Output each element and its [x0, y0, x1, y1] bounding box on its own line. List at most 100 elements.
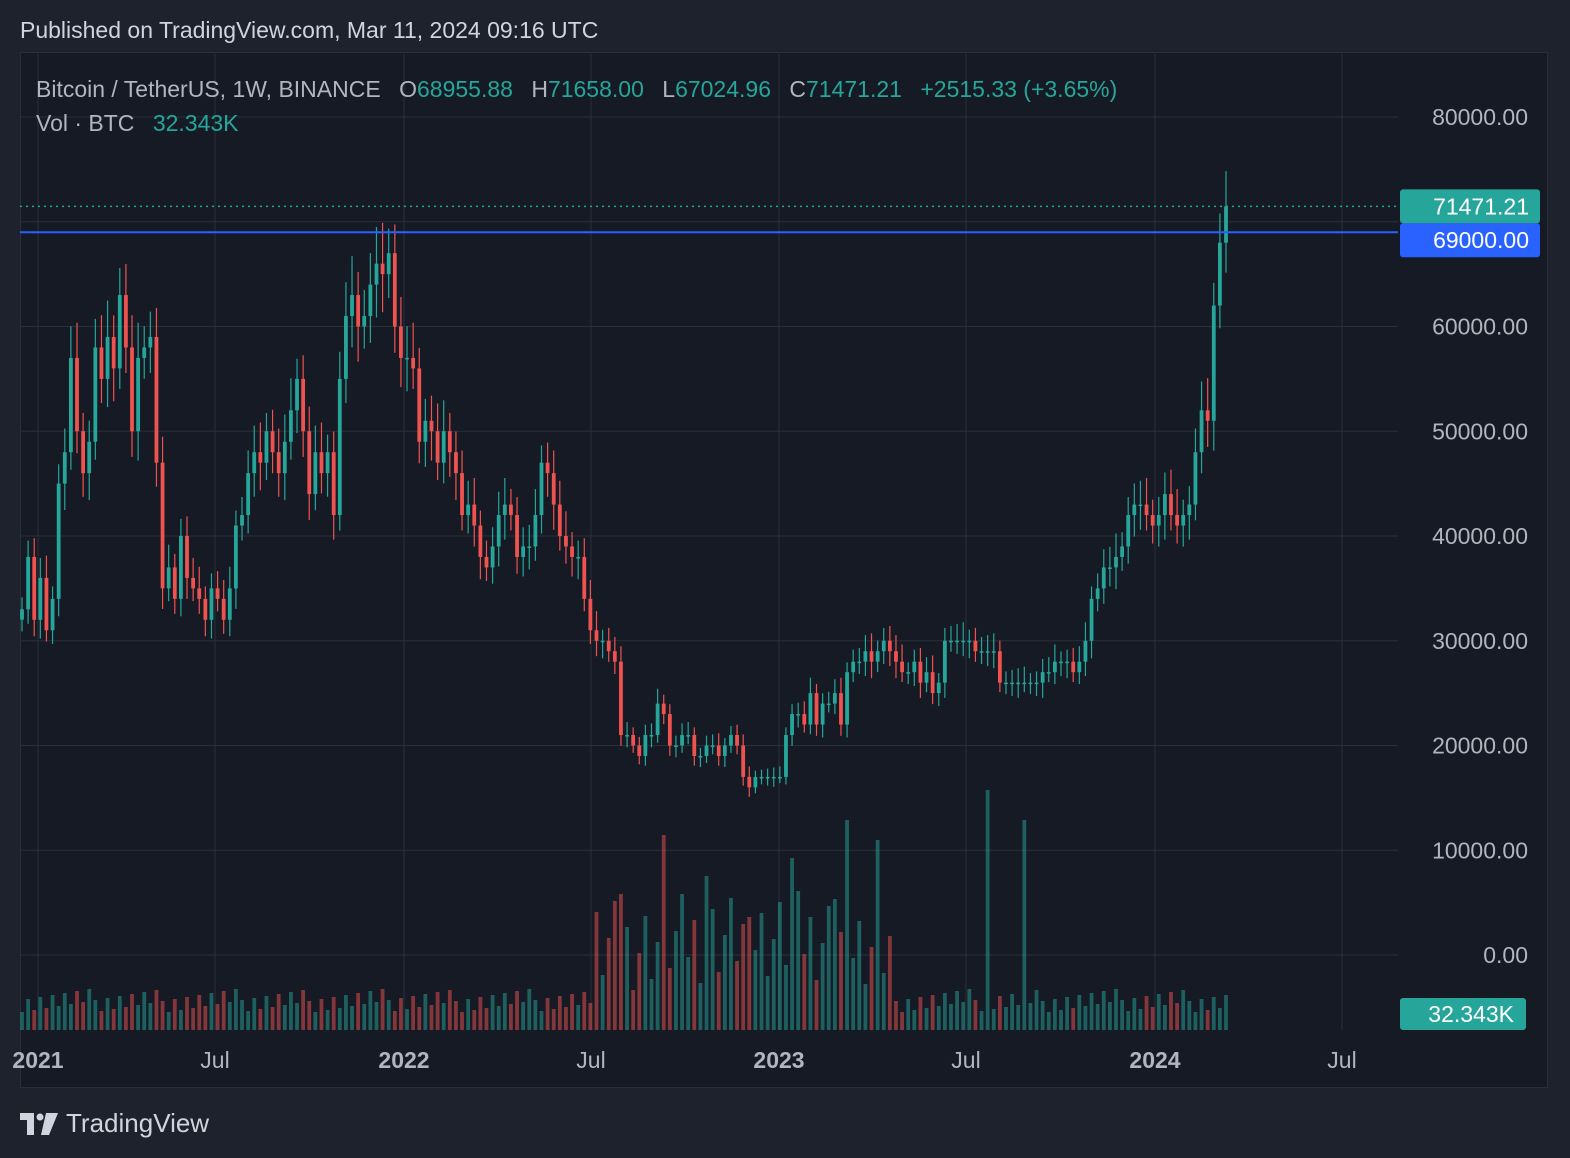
candle-body [1095, 588, 1100, 599]
volume-bar [117, 996, 122, 1030]
volume-bar [301, 990, 306, 1030]
volume-bar [680, 894, 684, 1030]
volume-bar [692, 920, 697, 1030]
volume-bar [796, 891, 801, 1030]
candle-body [380, 263, 385, 275]
volume-bar [1144, 996, 1149, 1030]
volume-bar [655, 942, 660, 1030]
candle-body [221, 598, 226, 620]
volume-bar [869, 947, 874, 1030]
volume-bar [295, 1003, 299, 1030]
candle-body [545, 462, 550, 474]
volume-bar [136, 1005, 141, 1030]
volume-bar [698, 983, 703, 1030]
candle-body [1211, 305, 1216, 421]
volume-bar [472, 1010, 477, 1030]
candle-body [1187, 504, 1192, 516]
candle-body [796, 714, 801, 716]
candle-body [655, 703, 660, 736]
volume-bar [753, 950, 758, 1030]
volume-bar [1083, 1006, 1088, 1030]
tradingview-brand[interactable]: TradingView [20, 1108, 209, 1139]
close-label: C [789, 76, 807, 102]
candle-body [509, 504, 513, 516]
candle-body [1028, 682, 1033, 685]
price-tick-label: 50000.00 [1432, 418, 1528, 444]
volume-bar [887, 936, 892, 1030]
candle-body [282, 441, 287, 474]
volume-bar [729, 898, 733, 1030]
volume-bar [423, 994, 428, 1030]
candle-body [735, 735, 739, 746]
volume-bar [246, 1011, 251, 1030]
volume-bar [1107, 1002, 1112, 1030]
candle-body [667, 714, 672, 746]
volume-bar [667, 968, 672, 1030]
candle-body [1205, 410, 1210, 421]
candle-body [429, 420, 434, 432]
volume-bar [62, 993, 67, 1030]
volume-bar [1162, 1005, 1167, 1030]
volume-bar [264, 996, 269, 1030]
candle-body [906, 672, 911, 674]
volume-bar [350, 1006, 354, 1030]
time-tick-label: Jul [200, 1047, 229, 1073]
candle-body [117, 295, 122, 369]
candle-body [368, 284, 373, 317]
volume-bar [661, 835, 666, 1030]
volume-bar [68, 1004, 73, 1030]
candle-body [1132, 504, 1137, 516]
candle-body [227, 588, 232, 620]
time-tick-label: Jul [576, 1047, 605, 1073]
volume-bar [790, 858, 794, 1030]
volume-bar [606, 938, 611, 1030]
candle-body [942, 640, 947, 683]
volume-bar [105, 998, 110, 1030]
candle-body [1040, 672, 1045, 683]
volume-bar [56, 1006, 61, 1030]
candle-body [1077, 661, 1082, 673]
close-value: 71471.21 [806, 76, 902, 102]
volume-bar [411, 996, 416, 1030]
candle-body [399, 326, 403, 358]
volume-bar [820, 943, 825, 1030]
volume-bar [930, 995, 935, 1030]
candle-body [356, 295, 361, 327]
volume-bar [515, 991, 519, 1030]
volume-bar [936, 1006, 941, 1030]
candle-body [130, 347, 134, 432]
candle-body [533, 515, 538, 547]
volume-bar [924, 1008, 929, 1030]
candle-body [1150, 515, 1155, 526]
volume-bar [747, 917, 752, 1030]
candle-body [50, 598, 55, 631]
volume-bar [502, 993, 507, 1030]
candle-body [502, 504, 507, 516]
candle-body [160, 462, 165, 589]
candle-body [1065, 661, 1069, 664]
open-value: 68955.88 [416, 76, 513, 102]
volume-bar [252, 998, 257, 1030]
volume-bar [674, 931, 678, 1030]
volume-bar [313, 1012, 318, 1030]
volume-bar [1138, 1009, 1143, 1030]
time-tick-label: 2021 [12, 1047, 63, 1073]
volume-bar [1065, 997, 1069, 1030]
volume-bar [845, 820, 849, 1030]
candle-body [350, 295, 354, 317]
volume-bar [900, 1012, 904, 1030]
candle-body [62, 452, 67, 484]
volume-bar [185, 997, 189, 1030]
volume-bar [490, 995, 495, 1030]
candle-body [362, 316, 367, 327]
candle-body [246, 473, 251, 516]
candle-body [105, 336, 110, 379]
chart-frame[interactable] [20, 52, 1548, 1088]
candle-body [466, 504, 471, 516]
candle-body [777, 776, 782, 779]
volume-bar [735, 961, 739, 1030]
symbol-label[interactable]: Bitcoin / TetherUS, 1W, BINANCE [36, 76, 381, 102]
low-value: 67024.96 [675, 76, 771, 102]
volume-bar [362, 1004, 367, 1030]
